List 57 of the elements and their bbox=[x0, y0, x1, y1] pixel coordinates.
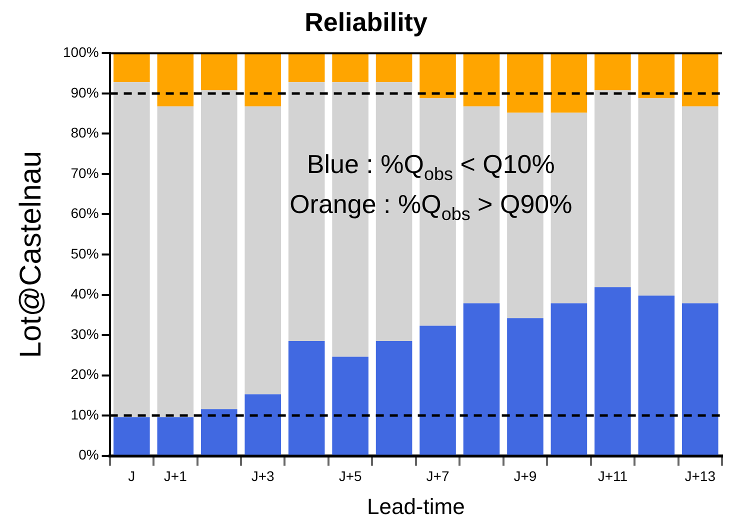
x-tick-label: J+11 bbox=[598, 468, 628, 484]
y-tick-label: 10% bbox=[70, 406, 99, 422]
y-tick-label: 60% bbox=[70, 205, 99, 222]
bar bbox=[157, 417, 194, 455]
y-tick-label: 40% bbox=[70, 286, 99, 302]
bar bbox=[594, 53, 631, 90]
bar bbox=[420, 326, 456, 455]
x-tick-label: J+9 bbox=[514, 468, 537, 484]
bar bbox=[507, 318, 544, 455]
bar bbox=[550, 303, 588, 455]
bar bbox=[332, 53, 368, 82]
y-tick-label: 70% bbox=[70, 164, 99, 181]
bar bbox=[244, 53, 281, 106]
bar bbox=[682, 53, 718, 106]
bar bbox=[594, 287, 631, 455]
chart-title: Reliability bbox=[304, 6, 428, 37]
y-tick-label: 90% bbox=[70, 84, 99, 100]
bar bbox=[200, 90, 238, 410]
y-tick-label: 80% bbox=[70, 124, 99, 141]
bar bbox=[244, 106, 281, 394]
x-tick-label: J+3 bbox=[251, 468, 275, 484]
y-tick-label: 20% bbox=[70, 366, 99, 382]
x-tick-label: J+13 bbox=[684, 468, 716, 484]
bar bbox=[507, 53, 544, 113]
bar bbox=[463, 303, 500, 455]
bar bbox=[376, 341, 412, 455]
bar bbox=[200, 53, 238, 90]
y-tick-label: 50% bbox=[70, 245, 99, 262]
x-tick-label: J+7 bbox=[426, 468, 450, 484]
bar bbox=[157, 106, 194, 418]
bar bbox=[114, 417, 150, 455]
bar bbox=[332, 356, 368, 455]
x-tick-label: J bbox=[128, 468, 136, 484]
x-tick-label: J+1 bbox=[164, 468, 188, 484]
bar bbox=[638, 296, 675, 455]
bar bbox=[288, 53, 325, 82]
bar bbox=[682, 303, 718, 455]
x-tick-label: J+5 bbox=[338, 468, 362, 484]
bar bbox=[114, 82, 150, 418]
bar bbox=[463, 53, 500, 106]
bar bbox=[288, 341, 325, 455]
y-tick-label: 0% bbox=[78, 446, 99, 463]
bar bbox=[638, 53, 675, 98]
bar bbox=[550, 53, 588, 113]
x-axis-title: Lead-time bbox=[366, 494, 465, 519]
y-axis-title: Lot@Castelnau bbox=[14, 150, 48, 358]
bar bbox=[114, 53, 150, 82]
bar bbox=[682, 106, 718, 304]
bar bbox=[157, 53, 194, 106]
bar bbox=[200, 409, 238, 455]
bar bbox=[594, 90, 631, 288]
bar bbox=[376, 53, 412, 82]
bar bbox=[420, 53, 456, 98]
y-tick-label: 100% bbox=[62, 44, 99, 60]
y-tick-label: 30% bbox=[70, 326, 99, 342]
bar bbox=[244, 394, 281, 455]
bar bbox=[638, 98, 675, 296]
